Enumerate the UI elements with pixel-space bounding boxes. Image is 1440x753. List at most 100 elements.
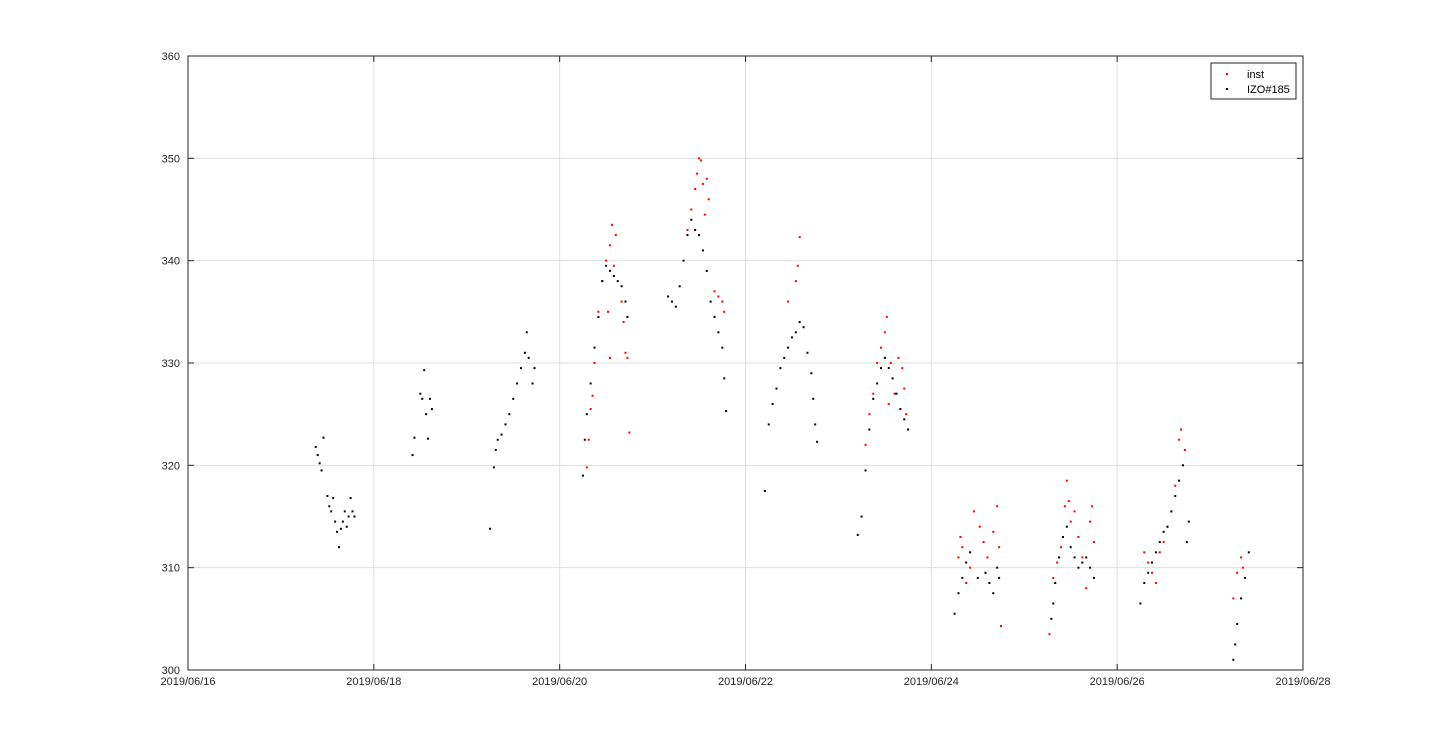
data-point: [1092, 576, 1095, 579]
data-point: [725, 410, 728, 413]
data-point: [982, 541, 985, 544]
x-tick-label: 2019/06/28: [1275, 676, 1330, 688]
data-point: [591, 394, 594, 397]
data-point: [519, 367, 522, 370]
y-tick-label: 300: [162, 665, 180, 677]
data-point: [1089, 520, 1092, 523]
data-points: [314, 157, 1250, 661]
data-point: [605, 264, 608, 267]
data-point: [959, 535, 962, 538]
data-point: [1240, 556, 1243, 559]
data-point: [670, 300, 673, 303]
data-point: [763, 489, 766, 492]
data-point: [694, 188, 697, 191]
data-point: [1170, 510, 1173, 513]
data-point: [969, 551, 972, 554]
data-point: [608, 269, 611, 272]
data-point: [709, 300, 712, 303]
data-point: [343, 510, 346, 513]
data-point: [428, 397, 431, 400]
data-point: [701, 182, 704, 185]
data-point: [581, 474, 584, 477]
data-point: [667, 295, 670, 298]
x-tick-label: 2019/06/18: [346, 676, 401, 688]
data-point: [779, 367, 782, 370]
data-point: [326, 495, 329, 498]
data-point: [978, 525, 981, 528]
data-point: [332, 497, 335, 500]
x-tick-label: 2019/06/24: [904, 676, 959, 688]
data-point: [616, 280, 619, 283]
y-tick-label: 340: [162, 256, 180, 268]
y-tick-label: 360: [162, 51, 180, 63]
data-point: [816, 440, 819, 443]
data-point: [607, 310, 610, 313]
data-point: [856, 533, 859, 536]
data-point: [1077, 566, 1080, 569]
data-point: [523, 351, 526, 354]
data-point: [868, 413, 871, 416]
data-point: [585, 466, 588, 469]
data-point: [901, 367, 904, 370]
data-point: [707, 198, 710, 201]
legend-marker: [1226, 73, 1228, 75]
data-point: [1147, 561, 1150, 564]
data-point: [494, 448, 497, 451]
data-point: [525, 331, 528, 334]
data-point: [953, 612, 956, 615]
data-point: [353, 515, 356, 518]
data-point: [1085, 556, 1088, 559]
data-point: [698, 157, 701, 160]
data-point: [972, 510, 975, 513]
data-point: [328, 505, 331, 508]
data-point: [488, 527, 491, 530]
data-point: [337, 546, 340, 549]
data-point: [965, 561, 968, 564]
data-point: [883, 331, 886, 334]
data-point: [694, 228, 697, 231]
data-point: [492, 466, 495, 469]
data-point: [516, 382, 519, 385]
data-point: [721, 346, 724, 349]
data-point: [969, 566, 972, 569]
data-point: [674, 305, 677, 308]
data-point: [620, 285, 623, 288]
data-point: [1054, 582, 1057, 585]
data-point: [593, 346, 596, 349]
legend: inst IZO#185: [1210, 62, 1297, 100]
data-point: [1166, 525, 1169, 528]
data-point: [1048, 633, 1051, 636]
data-point: [1050, 617, 1053, 620]
data-point: [504, 423, 507, 426]
data-point: [589, 382, 592, 385]
data-point: [330, 510, 333, 513]
data-point: [893, 392, 896, 395]
data-point: [624, 300, 627, 303]
legend-box: [1210, 62, 1297, 100]
data-point: [686, 234, 689, 237]
data-point: [690, 208, 693, 211]
data-point: [585, 413, 588, 416]
data-point: [605, 259, 608, 262]
legend-marker: [1226, 88, 1228, 90]
data-point: [701, 249, 704, 252]
data-point: [1178, 479, 1181, 482]
data-point: [1158, 541, 1161, 544]
data-point: [1056, 561, 1059, 564]
data-point: [767, 423, 770, 426]
data-point: [622, 321, 625, 324]
data-point: [957, 592, 960, 595]
data-point: [589, 408, 592, 411]
data-point: [1091, 505, 1094, 508]
data-point: [891, 377, 894, 380]
data-point: [1178, 438, 1181, 441]
data-point: [794, 280, 797, 283]
data-point: [988, 582, 991, 585]
data-point: [872, 392, 875, 395]
data-point: [907, 428, 910, 431]
data-point: [421, 397, 424, 400]
data-point: [895, 392, 898, 395]
data-point: [717, 331, 720, 334]
data-point: [318, 462, 321, 465]
data-point: [998, 576, 1001, 579]
